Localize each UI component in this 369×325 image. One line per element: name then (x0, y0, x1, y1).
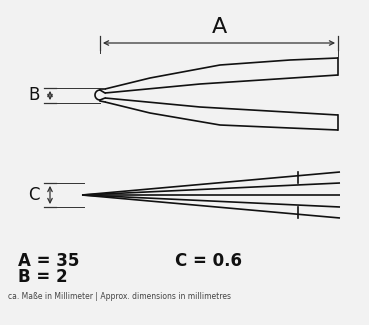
Text: A = 35: A = 35 (18, 252, 79, 270)
Text: B = 2: B = 2 (18, 268, 68, 286)
Text: C = 0.6: C = 0.6 (175, 252, 242, 270)
Text: C: C (28, 186, 40, 204)
Text: B: B (28, 86, 40, 105)
Text: A: A (211, 17, 227, 37)
Text: ca. Maße in Millimeter | Approx. dimensions in millimetres: ca. Maße in Millimeter | Approx. dimensi… (8, 292, 231, 301)
